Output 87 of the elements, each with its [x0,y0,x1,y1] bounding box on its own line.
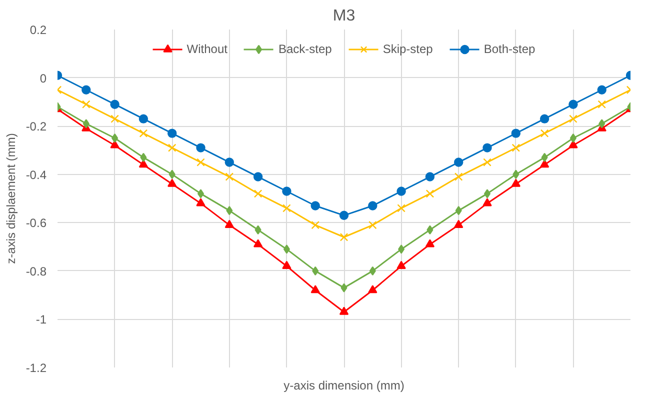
point [224,220,234,228]
point [340,232,348,242]
y-tick-label: -0.4 [26,168,47,182]
point [569,114,578,123]
point [310,201,320,210]
point [368,285,378,294]
point [253,239,263,248]
point [311,220,320,230]
point [598,100,606,108]
y-tick-label: -0.8 [26,264,47,278]
point [82,100,90,108]
point [168,178,177,187]
point [454,220,464,228]
point [540,129,549,138]
point [253,172,263,182]
point [570,134,576,143]
point [139,129,148,138]
point [82,119,90,128]
legend-label: Without [186,42,228,56]
point [568,100,578,109]
point [110,114,119,123]
point [398,244,405,254]
point [196,143,206,152]
point [454,158,464,167]
point [140,152,147,162]
point [282,260,292,270]
y-tick-label: -1 [36,312,47,327]
point [339,210,349,220]
point [224,158,234,167]
y-axis-title: z-axis displaement (mm) [4,133,18,264]
point [598,119,606,128]
point [196,158,205,166]
point [396,260,406,270]
legend-label: Back-step [278,42,332,56]
point [138,114,148,124]
point [455,206,462,216]
point [482,143,492,152]
point [483,158,492,166]
point [340,283,348,292]
point [512,144,520,152]
point [396,186,406,196]
y-tick-label: -1.2 [26,361,47,375]
chart-title: M3 [332,8,356,24]
point [112,134,118,143]
point [425,239,435,248]
legend-label: Both-step [484,42,536,56]
y-tick-label: -0.2 [26,120,47,134]
x-axis-title: y-axis dimension (mm) [284,378,404,392]
point [541,152,548,162]
point [226,206,233,216]
point [369,266,376,276]
point [110,100,120,109]
point [197,189,204,198]
point [368,220,377,230]
point [196,198,206,206]
y-tick-label: -0.6 [26,216,47,230]
point [597,85,606,94]
point [312,266,319,276]
point [426,225,434,234]
point [425,172,435,182]
point [511,178,520,187]
point [482,198,492,206]
point [254,225,262,234]
point [282,186,292,196]
point [310,285,320,294]
point [511,128,520,138]
point [339,306,349,315]
point [283,244,290,254]
point [138,159,148,168]
point [540,159,550,168]
point [484,189,491,198]
point [254,190,262,198]
point [426,190,434,198]
y-tick-label: 0 [40,71,47,86]
point [168,170,176,179]
legend-label: Skip-step [382,42,433,56]
point [512,170,520,179]
point [397,204,406,212]
point [168,128,177,138]
point [82,85,91,94]
point [225,172,234,181]
point [454,172,463,181]
point [368,201,378,210]
point [282,204,291,212]
point [168,144,176,152]
y-tick-label: 0.2 [30,23,47,37]
point [540,114,550,124]
